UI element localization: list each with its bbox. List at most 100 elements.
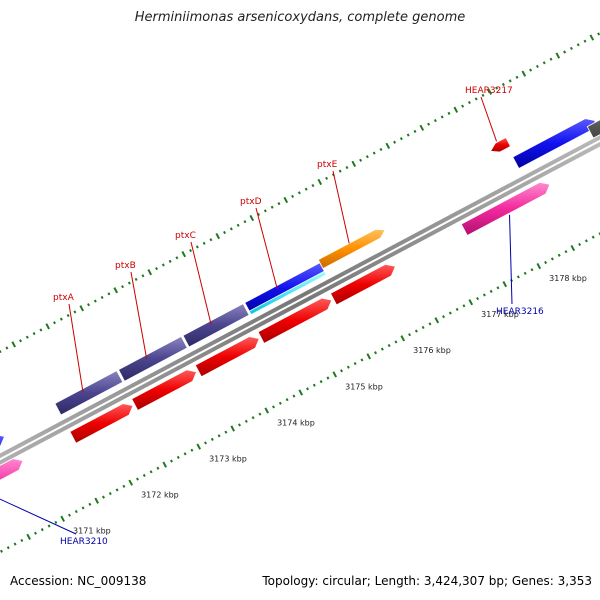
gene-feature (182, 303, 250, 348)
scale-tick (32, 331, 36, 336)
scale-tick (277, 202, 281, 206)
scale-tick (394, 340, 398, 344)
scale-tick (87, 303, 90, 307)
scale-tick (291, 194, 295, 198)
scale-tick (421, 325, 425, 330)
gene-feature (489, 136, 512, 153)
scale-tick (190, 448, 194, 452)
scale-tick-label: 3171 kbp (73, 527, 111, 536)
scale-tick (34, 531, 37, 535)
scale-tick (113, 287, 119, 294)
scale-tick (306, 387, 309, 391)
scale-tick (501, 82, 505, 87)
scale-tick (215, 232, 221, 240)
gene-layer (0, 118, 600, 481)
genome-summary-text: Topology: circular; Length: 3,424,307 bp… (262, 574, 592, 588)
scale-tick (516, 275, 520, 279)
scale-tick (317, 178, 323, 186)
scale-tick (576, 43, 580, 47)
gene-feature (54, 370, 124, 416)
gene-feature (0, 458, 24, 481)
scale-tick (379, 147, 383, 152)
scale-tick (325, 176, 329, 180)
scale-tick (536, 262, 542, 270)
scale-tick (136, 477, 139, 481)
scale-tick (283, 196, 289, 204)
scale-tick (413, 129, 417, 133)
backbone-strand (0, 141, 600, 465)
scale-tick (292, 394, 296, 398)
scale-tick (461, 104, 465, 108)
scale-tick (272, 405, 275, 409)
scale-tick (326, 376, 330, 380)
scale-tick (428, 322, 432, 326)
scale-tick (462, 304, 466, 308)
scale-tick (570, 244, 576, 252)
gene-feature (194, 336, 260, 378)
scale-tick (176, 455, 180, 459)
scale-tick (319, 380, 323, 384)
scale-tick (467, 100, 471, 105)
scale-tick (142, 473, 146, 478)
scale-tick (73, 310, 77, 314)
scale-tick (257, 212, 261, 217)
scale-tick (584, 239, 588, 243)
scale-tick (297, 191, 301, 195)
scale-tick (155, 267, 159, 271)
gene-leader-line (0, 498, 77, 535)
scale-tick (25, 335, 29, 339)
scale-tick (298, 389, 304, 396)
scale-tick (0, 350, 2, 354)
scale-tick (385, 142, 391, 149)
scale-tick (264, 407, 270, 414)
gene-feature (0, 435, 6, 447)
scale-tick (68, 513, 71, 517)
scale-tick (258, 412, 262, 416)
gene-label: HEAR3217 (465, 86, 513, 96)
scale-tick (181, 251, 187, 258)
scale-tick (107, 292, 111, 296)
scale-tick (529, 68, 533, 72)
scale-tick (147, 269, 153, 276)
scale-tick (244, 419, 248, 423)
scale-tick (515, 75, 519, 79)
scale-tick (340, 369, 344, 373)
gene-leader-line (509, 214, 513, 305)
scale-tick (564, 250, 568, 254)
backbone-strand (0, 135, 600, 459)
scale-tick (360, 358, 364, 362)
gene-label: ptxD (240, 197, 262, 207)
scale-tick (189, 248, 193, 253)
gene-label: ptxC (175, 231, 196, 241)
scale-tick (442, 315, 446, 319)
scale-tick (455, 307, 459, 311)
scale-tick (229, 227, 233, 231)
scale-tick (127, 281, 131, 285)
scale-tick (94, 497, 99, 504)
scale-tick (523, 271, 527, 275)
scale-tick (353, 361, 357, 366)
scale-tick (5, 346, 9, 350)
gene-feature (329, 263, 396, 306)
scale-tick (542, 61, 546, 65)
gene-feature (317, 228, 386, 270)
gene-feature (117, 335, 188, 382)
scale-tick (351, 160, 357, 168)
gene-label: ptxE (317, 160, 338, 170)
gene-leader-line (130, 271, 148, 359)
scale-tick (60, 515, 65, 522)
scale-tick (372, 151, 376, 155)
scale-tick (108, 491, 112, 496)
scale-tick (13, 542, 17, 546)
scale-tick (278, 401, 282, 405)
scale-tick (20, 538, 24, 543)
scale-tick (88, 502, 92, 506)
scale-tick (569, 46, 573, 50)
scale-tick (204, 441, 207, 445)
gene-label: HEAR3210 (60, 537, 108, 547)
scale-tick (238, 423, 241, 427)
scale-tick (11, 341, 16, 348)
scale-tick (495, 86, 499, 90)
